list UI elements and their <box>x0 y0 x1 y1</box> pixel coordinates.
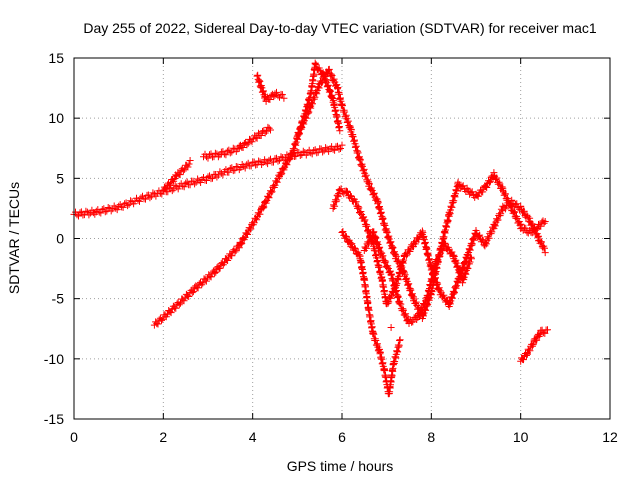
series-trace-e <box>253 71 288 105</box>
data-point-markers <box>293 65 549 322</box>
series-trace-f <box>293 65 549 322</box>
series-trace-h <box>338 228 404 398</box>
x-tick-label: 4 <box>249 429 257 445</box>
series-trace-i <box>360 228 475 327</box>
chart-title: Day 255 of 2022, Sidereal Day-to-day VTE… <box>83 20 596 36</box>
y-tick-label: 15 <box>48 50 64 66</box>
x-axis-label: GPS time / hours <box>287 458 394 474</box>
data-point-markers <box>200 123 274 162</box>
y-tick-label: -10 <box>44 351 64 367</box>
x-tick-label: 12 <box>602 429 618 445</box>
data-point-markers <box>517 326 551 365</box>
series-trace-k <box>387 324 395 331</box>
y-axis-label: SDTVAR / TECUs <box>6 182 22 294</box>
y-tick-labels: 15 10 5 0 -5 -10 -15 <box>44 50 64 427</box>
y-tick-label: -5 <box>52 291 65 307</box>
data-point-markers <box>338 228 404 398</box>
x-tick-label: 10 <box>513 429 529 445</box>
y-tick-label: 0 <box>56 231 64 247</box>
data-point-markers <box>159 157 194 194</box>
data-marks <box>70 59 551 398</box>
series-trace-j <box>517 326 551 365</box>
y-tick-label: 5 <box>56 170 64 186</box>
x-tick-label: 6 <box>338 429 346 445</box>
axis-ticks <box>73 57 611 420</box>
x-tick-label: 0 <box>70 429 78 445</box>
series-trace-d <box>200 123 274 162</box>
data-point-markers <box>360 228 475 327</box>
x-tick-labels: 0 2 4 6 8 10 12 <box>70 429 618 445</box>
x-tick-label: 2 <box>159 429 167 445</box>
data-point-markers <box>253 71 288 105</box>
series-trace-c <box>159 157 194 194</box>
x-tick-label: 8 <box>427 429 435 445</box>
y-tick-label: -15 <box>44 411 64 427</box>
y-tick-label: 10 <box>48 110 64 126</box>
data-point-markers <box>387 324 395 331</box>
